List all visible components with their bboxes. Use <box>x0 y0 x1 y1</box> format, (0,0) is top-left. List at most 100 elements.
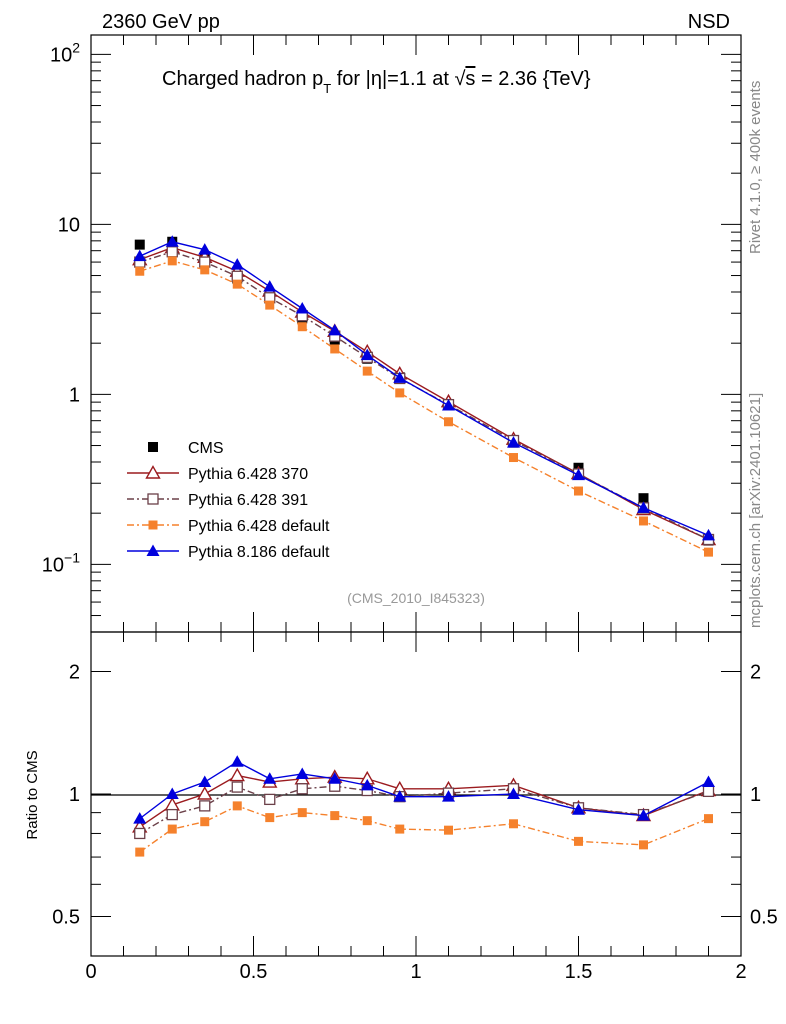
ratio-p8-point <box>393 790 407 802</box>
ratio-pdef-point <box>265 813 275 823</box>
main-pdef-point <box>444 417 453 427</box>
x-tick-label: 1.5 <box>565 961 593 983</box>
ratio-p8-point <box>360 778 374 791</box>
ratio-p370-point <box>164 797 180 811</box>
ratio-y-tick-label-right: 0.5 <box>750 907 778 929</box>
ratio-pdef-point <box>135 847 145 857</box>
main-p391-line <box>139 251 709 541</box>
main-pdef-point <box>639 516 648 526</box>
main-pdef-point <box>574 486 583 496</box>
ratio-p8-point <box>442 790 455 802</box>
legend: CMS Pythia 6.428 370 Pythia 6.428 391 Pythi… <box>127 440 330 561</box>
main-pdef-point <box>297 322 307 332</box>
ratio-p8-point <box>165 787 179 799</box>
ratio-p8-point <box>572 803 585 815</box>
main-p8-point <box>165 235 179 247</box>
ratio-y-axis-label: Ratio to CMS <box>24 750 41 839</box>
ratio-y-tick-label: 2 <box>69 661 80 683</box>
main-p391-point <box>166 246 178 258</box>
ratio-pdef-point <box>509 819 518 829</box>
ratio-p391-point <box>134 827 146 840</box>
main-p8-point <box>393 371 407 383</box>
x-tick-label: 0.5 <box>240 961 268 983</box>
main-pdef-line <box>139 260 709 553</box>
main-pdef-point <box>509 453 518 463</box>
mcplots-reference-label: mcplots.cern.ch [arXiv:2401.10621] <box>747 393 764 628</box>
main-axis-ticks: 10−1 1 10 102 <box>42 35 742 633</box>
main-plot-frame <box>90 34 742 633</box>
ratio-y-tick-label-right: 1 <box>750 784 761 806</box>
ratio-y-tick-label: 0.5 <box>52 907 80 929</box>
ratio-p8-point <box>198 775 212 788</box>
ratio-pdef-point <box>297 808 307 818</box>
ratio-p8-point <box>263 772 277 784</box>
ratio-pdef-point <box>574 836 583 846</box>
ratio-y-tick-label: 1 <box>69 784 80 806</box>
main-y-tick-label: 102 <box>50 39 80 66</box>
main-y-tick-label: 10−1 <box>42 549 80 576</box>
main-y-tick-label: 10 <box>58 214 80 236</box>
main-pdef-point <box>135 266 145 276</box>
x-tick-label: 2 <box>735 961 746 983</box>
main-pdef-point <box>330 344 340 354</box>
main-p8-point <box>702 528 715 541</box>
process-label: NSD <box>688 11 730 33</box>
ratio-p391-point <box>166 808 178 821</box>
main-p8-point <box>263 280 277 292</box>
ratio-p370-point <box>197 786 213 800</box>
ratio-p391-line <box>139 785 709 835</box>
main-cms-point <box>134 239 145 250</box>
legend-label: Pythia 8.186 default <box>188 544 330 561</box>
ratio-pdef-point <box>200 817 210 827</box>
main-p8-point <box>295 301 309 314</box>
legend-label: CMS <box>188 440 224 457</box>
main-series-group <box>132 235 717 557</box>
ratio-p391-point <box>702 785 715 798</box>
ratio-p8-line <box>139 760 709 820</box>
main-y-tick-label: 1 <box>69 384 80 406</box>
main-p8-point <box>328 323 342 336</box>
ratio-pdef-point <box>167 824 177 834</box>
main-cms-point <box>638 493 649 504</box>
main-p8-point <box>230 258 244 270</box>
ratio-pdef-point <box>362 816 372 826</box>
ratio-p8-point <box>230 755 244 767</box>
main-pdef-point <box>232 279 242 289</box>
legend-label: Pythia 6.428 default <box>188 518 330 535</box>
legend-marker <box>147 493 159 505</box>
ratio-pdef-point <box>639 840 648 850</box>
legend-marker <box>148 520 158 530</box>
ratio-p8-point <box>328 772 342 784</box>
ratio-p391-point <box>231 781 243 793</box>
legend-marker <box>145 465 161 479</box>
main-p8-point <box>360 348 374 361</box>
ratio-series-group <box>132 755 717 857</box>
chart-title: Charged hadron pT for |η|=1.1 at √s = 2.… <box>162 68 591 96</box>
ratio-p370-point <box>229 767 245 782</box>
main-p8-line <box>139 241 709 537</box>
ratio-pdef-line <box>139 805 709 853</box>
main-p8-point <box>572 468 585 481</box>
ratio-pdef-point <box>395 824 405 834</box>
ratio-p8-point <box>702 775 715 788</box>
ratio-panel: 0.5 0.5 1 1 2 2 0 0.5 1 1.5 2 <box>52 631 778 983</box>
main-p8-point <box>507 436 520 448</box>
ratio-p391-point <box>296 783 308 795</box>
main-pdef-point <box>167 256 177 266</box>
main-pdef-point <box>395 388 405 398</box>
ratio-pdef-point <box>704 814 713 824</box>
main-pdef-point <box>362 366 372 376</box>
legend-marker <box>146 544 160 556</box>
ratio-p8-point <box>637 809 650 821</box>
ratio-axis-ticks: 0.5 0.5 1 1 2 2 0 0.5 1 1.5 2 <box>52 632 778 983</box>
x-tick-label: 0 <box>85 961 96 983</box>
ratio-y-tick-label-right: 2 <box>750 661 761 683</box>
ratio-pdef-point <box>232 801 242 811</box>
legend-marker <box>148 442 158 452</box>
rivet-version-label: Rivet 4.1.0, ≥ 400k events <box>747 81 764 254</box>
legend-label: Pythia 6.428 370 <box>188 466 308 483</box>
ratio-p8-point <box>133 812 147 824</box>
ratio-p370-line <box>139 774 709 828</box>
ratio-p391-point <box>264 793 276 806</box>
